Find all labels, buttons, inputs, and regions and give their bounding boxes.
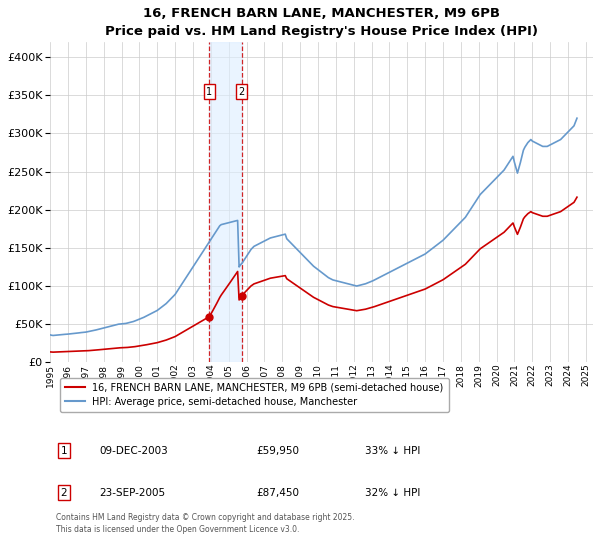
Text: 2: 2	[238, 87, 245, 96]
Text: 32% ↓ HPI: 32% ↓ HPI	[365, 488, 421, 498]
Text: Contains HM Land Registry data © Crown copyright and database right 2025.
This d: Contains HM Land Registry data © Crown c…	[56, 513, 354, 534]
Text: 2: 2	[61, 488, 67, 498]
Text: 09-DEC-2003: 09-DEC-2003	[99, 446, 168, 456]
Text: £59,950: £59,950	[256, 446, 299, 456]
Text: 1: 1	[61, 446, 67, 456]
Text: 1: 1	[206, 87, 212, 96]
Text: 23-SEP-2005: 23-SEP-2005	[99, 488, 165, 498]
Bar	[209, 42, 242, 362]
Legend: 16, FRENCH BARN LANE, MANCHESTER, M9 6PB (semi-detached house), HPI: Average pri: 16, FRENCH BARN LANE, MANCHESTER, M9 6PB…	[61, 378, 449, 412]
Text: £87,450: £87,450	[256, 488, 299, 498]
Title: 16, FRENCH BARN LANE, MANCHESTER, M9 6PB
Price paid vs. HM Land Registry's House: 16, FRENCH BARN LANE, MANCHESTER, M9 6PB…	[105, 7, 538, 38]
Text: 33% ↓ HPI: 33% ↓ HPI	[365, 446, 421, 456]
